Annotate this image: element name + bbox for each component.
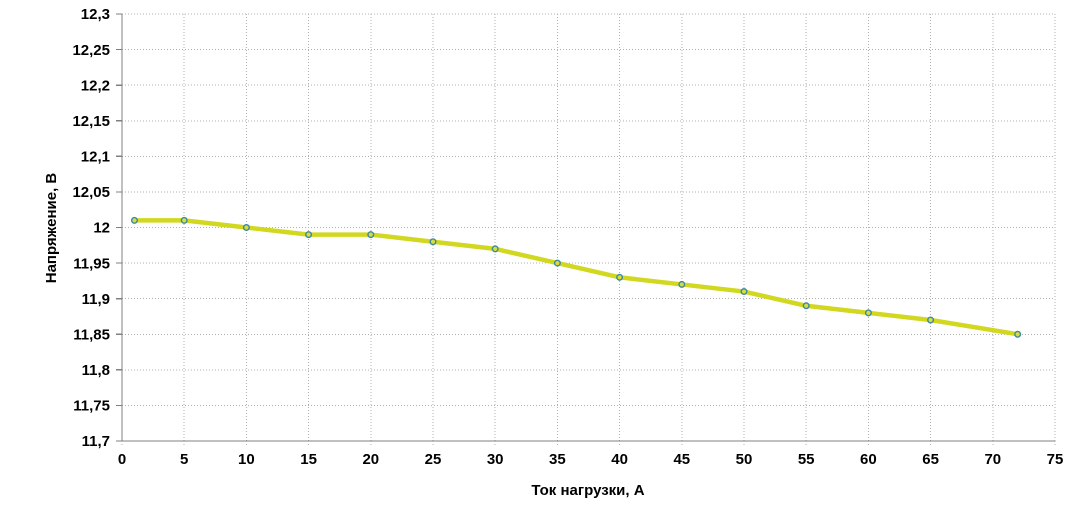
y-tick-labels: 11,7 11,75 11,8 11,85 11,9 11,95 12 12,05 12,1 12… [72,6,110,450]
y-tick-label: 12,3 [81,6,110,23]
y-tick-label: 12,05 [72,184,110,201]
y-tick-label: 12,25 [72,42,110,59]
y-tick-label: 11,95 [73,255,110,272]
voltage-series-line [132,218,1020,337]
data-point [864,309,872,317]
data-point [553,259,561,267]
gridlines [122,13,1056,441]
x-tick-label: 40 [611,451,628,468]
y-tick-label: 11,75 [73,398,110,415]
series-line [132,218,1020,337]
y-tick-label: 12 [93,220,110,237]
x-axis-title: Ток нагрузки, А [531,482,644,499]
y-tick-label: 12,15 [72,113,110,130]
x-tick-label: 10 [238,451,255,468]
x-tick-label: 0 [118,451,126,468]
data-point [429,238,437,246]
data-point [180,216,188,224]
data-point [242,223,250,231]
y-tick-label: 11,9 [82,291,110,308]
y-tick-label: 12,1 [81,149,110,166]
tick-marks [116,13,1056,447]
y-tick-label: 12,2 [81,77,110,94]
x-tick-label: 5 [180,451,188,468]
x-tick-label: 25 [425,451,442,468]
y-tick-label: 11,85 [73,326,110,343]
data-point [616,273,624,281]
x-tick-label: 45 [673,451,690,468]
x-tick-label: 60 [860,451,877,468]
data-point [491,245,499,253]
x-tick-label: 20 [362,451,379,468]
x-tick-label: 75 [1047,451,1064,468]
x-tick-label: 15 [300,451,317,468]
data-point [927,316,935,324]
data-point [802,302,810,310]
data-point [305,231,313,239]
x-tick-label: 55 [798,451,815,468]
x-tick-label: 30 [487,451,504,468]
data-markers [130,216,1022,338]
data-point [367,231,375,239]
x-tick-label: 35 [549,451,566,468]
x-tick-label: 65 [922,451,939,468]
data-point [740,288,748,296]
y-axis-title: Напряжение, В [43,173,60,284]
x-tick-label: 50 [736,451,753,468]
data-point [678,280,686,288]
data-point [130,216,138,224]
x-tick-labels: 0 5 10 15 20 25 30 35 40 45 50 55 60 65 70 75 [118,451,1064,468]
data-point [1014,330,1022,338]
x-tick-label: 70 [984,451,1001,468]
y-tick-label: 11,7 [82,433,110,450]
y-tick-label: 11,8 [82,362,110,379]
